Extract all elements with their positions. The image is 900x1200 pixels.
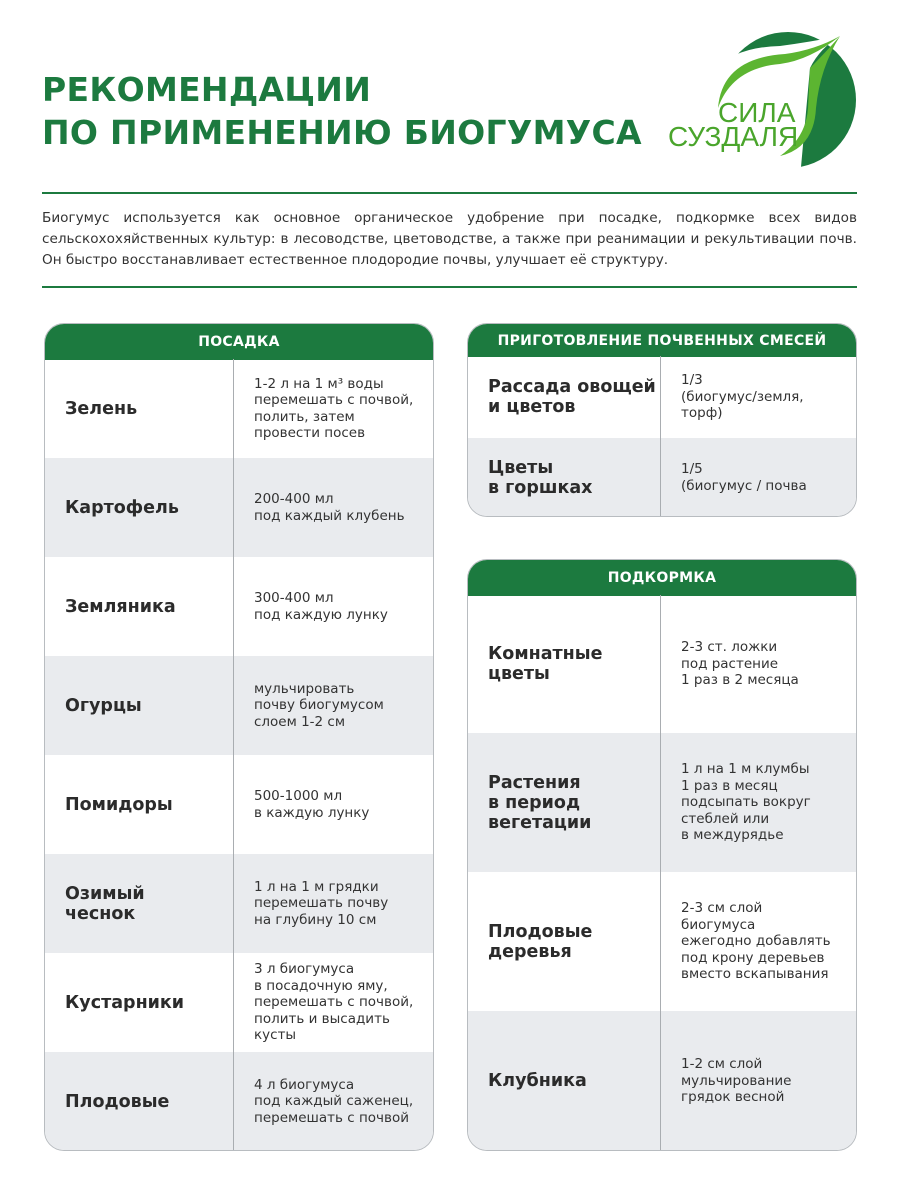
crop-name: Кустарники: [45, 953, 234, 1052]
application-dose: 300-400 мл под каждую лунку: [254, 590, 388, 623]
table-row: Озимый чеснок 1 л на 1 м грядки перемешат…: [45, 854, 433, 953]
title-line-2: ПО ПРИМЕНЕНИЮ БИОГУМУСА: [42, 113, 642, 152]
intro-text: Биогумус используется как основное орган…: [42, 210, 857, 268]
table-row: Помидоры 500-1000 мл в каждую лунку: [45, 755, 433, 854]
svg-text:СУЗДАЛЯ: СУЗДАЛЯ: [668, 121, 798, 152]
feeding-table: ПОДКОРМКА Комнатные цветы 2-3 ст. ложки п…: [467, 559, 857, 1151]
crop-name: Рассада овощей и цветов: [468, 356, 661, 438]
crop-name: Картофель: [45, 458, 234, 557]
crop-name: Комнатные цветы: [468, 595, 661, 733]
application-dose: 1 л на 1 м клумбы 1 раз в месяц подсыпат…: [681, 761, 811, 844]
crop-name: Зелень: [45, 359, 234, 458]
table-row: Рассада овощей и цветов 1/3 (биогумус/зем…: [468, 356, 856, 438]
application-dose: 1-2 см слой мульчирование грядок весной: [681, 1056, 792, 1106]
planting-header: ПОСАДКА: [45, 324, 433, 360]
application-dose: 500-1000 мл в каждую лунку: [254, 788, 370, 821]
soil-mix-header: ПРИГОТОВЛЕНИЕ ПОЧВЕННЫХ СМЕСЕЙ: [468, 324, 856, 357]
table-row: Плодовые 4 л биогумуса под каждый саженец…: [45, 1052, 433, 1150]
table-row: Комнатные цветы 2-3 ст. ложки под растени…: [468, 595, 856, 733]
application-dose: 1/3 (биогумус/земля, торф): [681, 372, 804, 422]
divider-top: [42, 192, 857, 194]
application-dose: 4 л биогумуса под каждый саженец, переме…: [254, 1076, 414, 1126]
crop-name: Озимый чеснок: [45, 854, 234, 953]
svg-text:СИЛА: СИЛА: [718, 97, 796, 128]
crop-name: Цветы в горшках: [468, 438, 661, 516]
title-line-1: РЕКОМЕНДАЦИИ: [42, 70, 372, 109]
crop-name: Плодовые: [45, 1052, 234, 1150]
application-dose: мульчировать почву биогумусом слоем 1-2 …: [254, 680, 384, 730]
planting-table: ПОСАДКА Зелень 1-2 л на 1 м³ воды перемеш…: [44, 323, 434, 1151]
soil-mix-table: ПРИГОТОВЛЕНИЕ ПОЧВЕННЫХ СМЕСЕЙ Рассада о…: [467, 323, 857, 517]
crop-name: Плодовые деревья: [468, 872, 661, 1011]
application-dose: 2-3 см слой биогумуса ежегодно добавлять…: [681, 900, 831, 983]
application-dose: 1/5 (биогумус / почва: [681, 461, 807, 494]
table-row: Земляника 300-400 мл под каждую лунку: [45, 557, 433, 656]
table-row: Картофель 200-400 мл под каждый клубень: [45, 458, 433, 557]
crop-name: Огурцы: [45, 656, 234, 755]
brand-logo: СИЛА СУЗДАЛЯ: [668, 32, 856, 178]
table-row: Цветы в горшках 1/5 (биогумус / почва: [468, 438, 856, 516]
application-dose: 1-2 л на 1 м³ воды перемешать с почвой, …: [254, 375, 414, 442]
crop-name: Клубника: [468, 1011, 661, 1150]
feeding-header: ПОДКОРМКА: [468, 560, 856, 596]
table-row: Клубника 1-2 см слой мульчирование грядок…: [468, 1011, 856, 1150]
application-dose: 3 л биогумуса в посадочную яму, перемеша…: [254, 961, 414, 1044]
crop-name: Помидоры: [45, 755, 234, 854]
table-row: Растения в период вегетации 1 л на 1 м кл…: [468, 733, 856, 872]
application-dose: 2-3 ст. ложки под растение 1 раз в 2 мес…: [681, 639, 799, 689]
divider-bottom: [42, 286, 857, 288]
crop-name: Растения в период вегетации: [468, 733, 661, 872]
table-row: Огурцы мульчировать почву биогумусом слое…: [45, 656, 433, 755]
application-dose: 1 л на 1 м грядки перемешать почву на гл…: [254, 878, 389, 928]
table-row: Зелень 1-2 л на 1 м³ воды перемешать с по…: [45, 359, 433, 458]
table-row: Плодовые деревья 2-3 см слой биогумуса еж…: [468, 872, 856, 1011]
application-dose: 200-400 мл под каждый клубень: [254, 491, 405, 524]
page-title: РЕКОМЕНДАЦИИ ПО ПРИМЕНЕНИЮ БИОГУМУСА: [42, 68, 642, 154]
table-row: Кустарники 3 л биогумуса в посадочную яму…: [45, 953, 433, 1052]
crop-name: Земляника: [45, 557, 234, 656]
